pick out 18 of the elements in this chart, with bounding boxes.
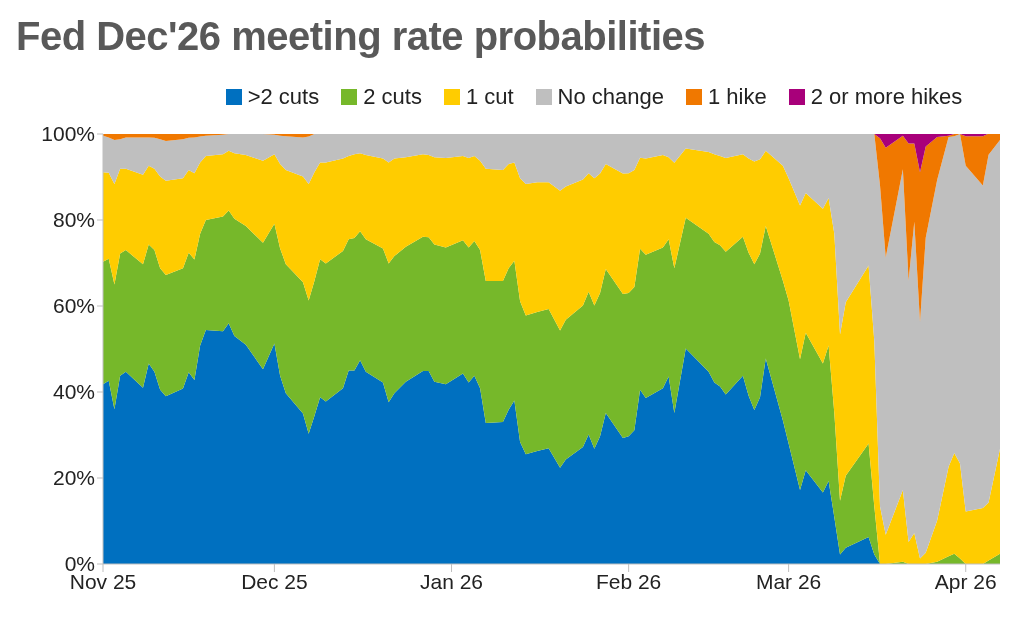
x-tick-label: Mar 26: [755, 569, 822, 593]
chart-title: Fed Dec'26 meeting rate probabilities: [15, 13, 706, 60]
y-tick-label: 60%: [52, 294, 95, 318]
x-tick-label: Apr 26: [934, 569, 997, 593]
y-tick-label: 40%: [52, 380, 95, 404]
legend-label: 1 hike: [707, 84, 767, 110]
legend-label: No change: [556, 84, 665, 110]
x-tick-label: Dec 25: [241, 569, 308, 593]
y-tick-label: 0%: [64, 552, 95, 576]
x-tick-label: Jan 26: [419, 569, 484, 593]
legend-label: >2 cuts: [246, 84, 320, 110]
y-tick-label: 20%: [52, 466, 95, 490]
y-tick-label: 80%: [52, 208, 95, 232]
y-tick-label: 100%: [41, 122, 95, 146]
x-tick-label: Feb 26: [595, 569, 662, 593]
legend-label: 2 or more hikes: [809, 84, 963, 110]
legend-label: 2 cuts: [362, 84, 422, 110]
legend-label: 1 cut: [464, 84, 514, 110]
